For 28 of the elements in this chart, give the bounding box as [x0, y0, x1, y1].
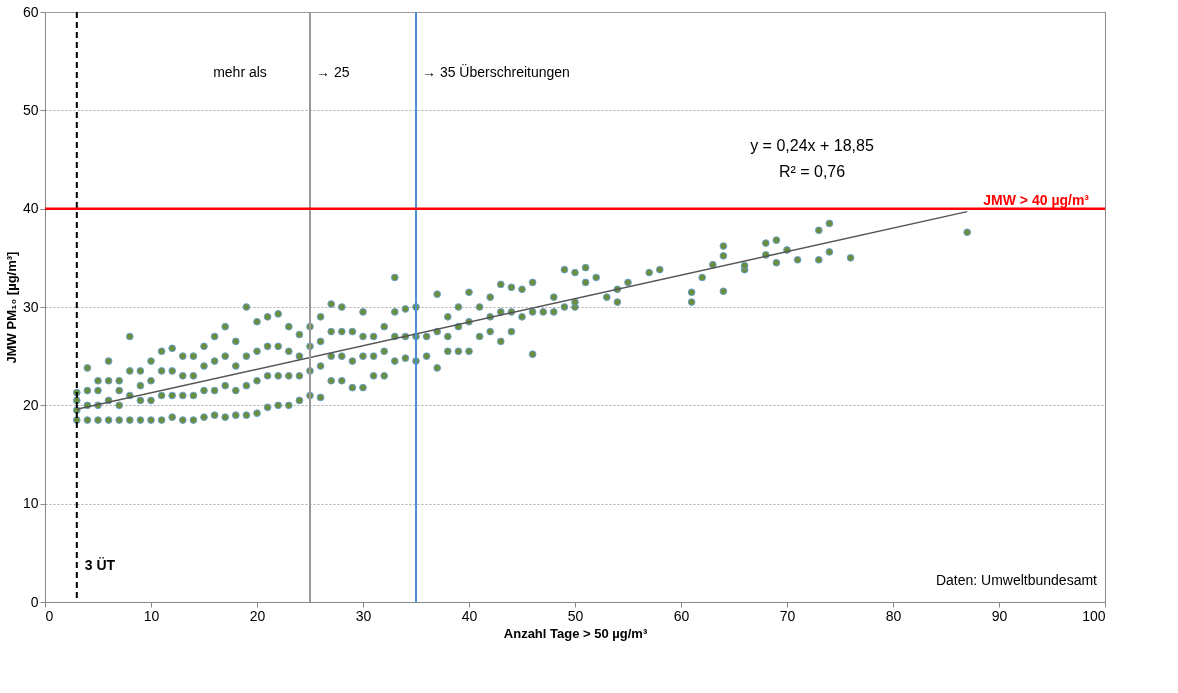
x-tick-label: 50 [567, 607, 584, 624]
annotation: mehr als [213, 64, 267, 80]
x-axis-title: Anzahl Tage > 50 µg/m³ [503, 625, 648, 641]
x-tick-label: 60 [673, 607, 690, 624]
ref-line-label: JMW > 40 µg/m³ [983, 191, 1090, 208]
ref-line-label: → 25 [316, 64, 350, 80]
ref-line-label: → 35 Überschreitungen [422, 63, 570, 80]
y-tick-label: 50 [22, 101, 39, 118]
x-tick-label: 100 [1082, 607, 1106, 624]
x-tick-label: 10 [143, 607, 160, 624]
y-tick-label: 0 [30, 593, 39, 610]
y-tick-label: 40 [22, 200, 39, 217]
y-tick-label: 60 [22, 3, 39, 20]
y-axis-title: JMW PM₁₀ [µg/m³] [3, 251, 19, 364]
x-tick-label: 0 [45, 607, 54, 624]
x-tick-label: 70 [779, 607, 796, 624]
x-tick-label: 20 [249, 607, 266, 624]
y-tick-label: 30 [22, 298, 39, 315]
annotation: y = 0,24x + 18,85 [750, 137, 874, 154]
x-tick-label: 80 [885, 607, 902, 624]
annotation: R² = 0,76 [778, 163, 846, 180]
annotation: Daten: Umweltbundesamt [935, 572, 1098, 588]
y-tick-label: 20 [22, 396, 39, 413]
x-tick-label: 40 [461, 607, 478, 624]
ref-line-label: 3 ÜT [84, 557, 116, 573]
y-tick-label: 10 [22, 495, 39, 512]
x-tick-label: 30 [355, 607, 372, 624]
x-tick-label: 90 [991, 607, 1008, 624]
